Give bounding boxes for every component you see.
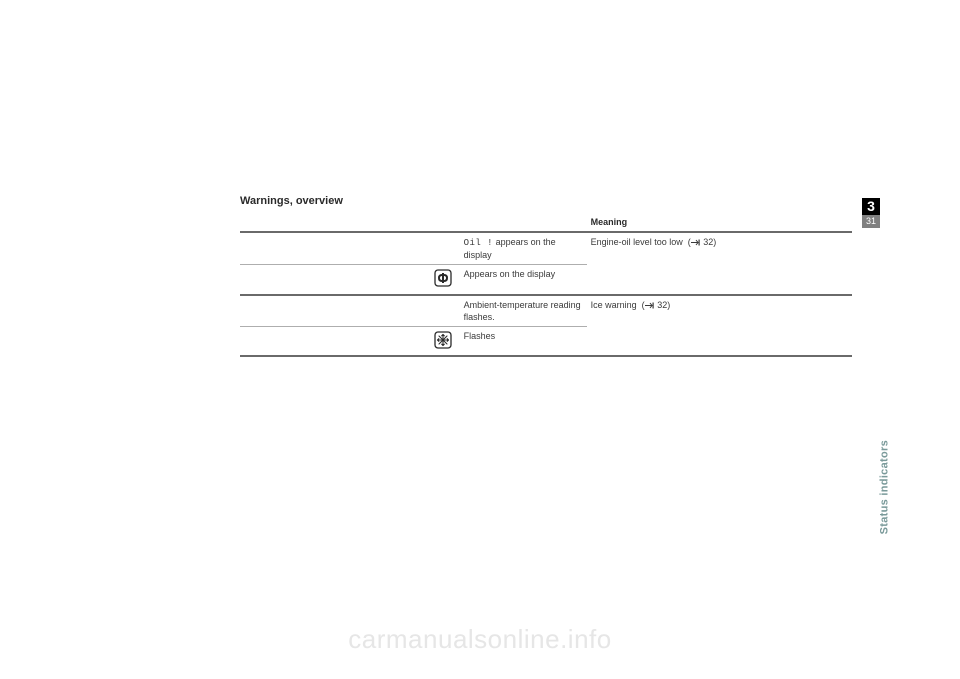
meaning-header: Meaning (587, 213, 852, 232)
watermark: carmanualsonline.info (0, 624, 960, 655)
table-cell: Ambient-temperature reading flashes. (460, 295, 587, 327)
page-number: 31 (862, 215, 880, 228)
header-spacer (460, 213, 587, 232)
engine-icon (434, 269, 452, 290)
table-cell: Oil ! appears on the display (460, 232, 587, 265)
section-title: Warnings, overview (240, 195, 852, 207)
table-cell: Engine-oil level too low ( 32) (587, 232, 852, 294)
table-cell: Ice warning ( 32) (587, 295, 852, 356)
table-rule (426, 356, 460, 357)
warnings-table: Meaning Oil ! appears on the display Eng… (240, 213, 852, 357)
arrow-icon (645, 302, 655, 309)
snowflake-icon (434, 331, 452, 352)
table-cell (240, 326, 426, 356)
section-side-label: Status indicators (878, 440, 890, 534)
table-cell (240, 295, 426, 327)
table-cell: Flashes (460, 326, 587, 356)
header-spacer (240, 213, 426, 232)
table-cell (426, 232, 460, 265)
chapter-number: 3 (862, 198, 880, 215)
chapter-tab: 3 31 (862, 198, 880, 228)
arrow-icon (691, 239, 701, 246)
table-cell (240, 265, 426, 295)
table-cell (426, 295, 460, 327)
table-rule (460, 356, 587, 357)
meaning-text: Ice warning ( 32) (591, 300, 671, 310)
table-cell (426, 326, 460, 356)
table-cell (240, 232, 426, 265)
table-rule (587, 356, 852, 357)
oil-code: Oil ! (464, 238, 494, 248)
table-cell: Appears on the display (460, 265, 587, 295)
meaning-text: Engine-oil level too low ( 32) (591, 237, 717, 247)
table-cell (426, 265, 460, 295)
header-spacer (426, 213, 460, 232)
table-rule (240, 356, 426, 357)
